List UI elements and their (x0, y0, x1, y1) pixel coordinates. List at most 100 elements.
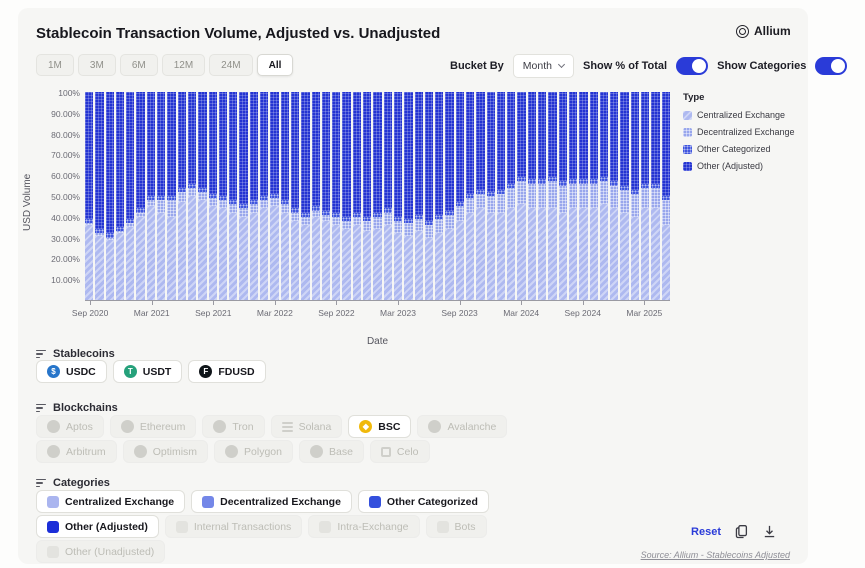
x-tick-mark (644, 301, 646, 305)
segment-other-adjusted (126, 92, 135, 219)
bar-jul-2024 (558, 92, 567, 300)
chip-avalanche[interactable]: Avalanche (417, 415, 508, 438)
segment-other-categorized (363, 216, 372, 221)
y-tick-label: 90.00% (51, 108, 80, 119)
segment-other-adjusted (167, 92, 176, 196)
chip-intra-exchange[interactable]: Intra-Exchange (308, 515, 420, 538)
segment-centralized-exchange (352, 225, 362, 300)
segment-other-categorized (465, 193, 475, 199)
segment-centralized-exchange (301, 225, 310, 300)
segment-other-categorized (455, 202, 464, 207)
footer-actions: Reset (691, 524, 777, 539)
x-tick-label: Mar 2024 (503, 308, 540, 318)
time-bucket-all[interactable]: All (256, 54, 294, 76)
y-tick-label: 40.00% (51, 212, 80, 223)
x-tick-mark (151, 301, 153, 305)
chip-optimism[interactable]: Optimism (122, 440, 209, 463)
segment-other-adjusted (352, 92, 362, 213)
segment-other-adjusted (229, 92, 238, 201)
segment-decentralized-exchange (589, 183, 598, 209)
chip-ethereum[interactable]: Ethereum (109, 415, 197, 438)
download-icon[interactable] (762, 524, 777, 539)
chart-legend: Type Centralized Exchange Decentralized E… (683, 92, 805, 178)
copy-icon[interactable] (734, 524, 749, 539)
show-percent-toggle[interactable] (676, 57, 709, 75)
chip-aptos[interactable]: Aptos (36, 415, 104, 438)
chip-arbitrum[interactable]: Arbitrum (36, 440, 117, 463)
chip-polygon[interactable]: Polygon (214, 440, 293, 463)
show-categories-toggle[interactable] (815, 57, 848, 75)
segment-other-adjusted (568, 92, 578, 180)
legend-item-centralized-exchange: Centralized Exchange (683, 110, 805, 120)
legend-swatch-centralized-exchange (683, 110, 692, 120)
segment-other-adjusted (630, 92, 640, 190)
bar-jun-2021 (177, 92, 186, 300)
chip-decentralized-exchange[interactable]: Decentralized Exchange (191, 490, 352, 513)
chip-tron[interactable]: Tron (202, 415, 265, 438)
show-percent-label: Show % of Total (582, 60, 668, 72)
segment-decentralized-exchange (218, 200, 228, 209)
y-tick-label: 100% (58, 88, 80, 98)
chip-bsc[interactable]: ◆ BSC (348, 415, 412, 438)
chip-label: Polygon (244, 445, 282, 458)
source-link[interactable]: Source: Allium - Stablecoins Adjusted (640, 550, 790, 560)
toggle-knob (692, 59, 707, 73)
bar-feb-2024 (507, 92, 516, 300)
segment-decentralized-exchange (641, 187, 650, 209)
segment-other-adjusted (187, 92, 197, 184)
avalanche-icon (428, 420, 442, 433)
x-tick-label: Mar 2023 (380, 308, 416, 318)
bucket-by-select[interactable]: Month (512, 54, 574, 78)
chip-label: Avalanche (447, 420, 497, 433)
segment-decentralized-exchange (105, 237, 114, 240)
chip-usdt[interactable]: T USDT (112, 360, 183, 383)
legend-swatch-decentralized-exchange (683, 127, 692, 137)
chip-other-unadjusted[interactable]: Other (Unadjusted) (36, 540, 166, 563)
segment-other-categorized (198, 187, 207, 192)
centralized-exchange-swatch (47, 495, 59, 508)
time-bucket-1m[interactable]: 1M (36, 54, 74, 76)
chip-internal-transactions[interactable]: Internal Transactions (164, 515, 303, 538)
x-tick-mark (213, 301, 215, 305)
bar-aug-2023 (445, 92, 454, 300)
chip-solana[interactable]: Solana (270, 415, 343, 438)
chip-celo[interactable]: Celo (369, 440, 430, 463)
segment-decentralized-exchange (321, 214, 331, 221)
chip-other-adjusted[interactable]: Other (Adjusted) (36, 515, 159, 538)
segment-other-adjusted (414, 92, 423, 215)
solana-icon (281, 421, 293, 432)
segment-centralized-exchange (126, 227, 135, 300)
time-bucket-24m[interactable]: 24M (209, 54, 253, 76)
chip-fdusd[interactable]: F FDUSD (188, 360, 266, 383)
bar-mar-2022 (270, 92, 279, 300)
segment-centralized-exchange (445, 229, 454, 300)
segment-decentralized-exchange (229, 204, 238, 213)
y-tick-label: 60.00% (51, 171, 80, 182)
chip-usdc[interactable]: $ USDC (36, 360, 107, 383)
chip-other-categorized[interactable]: Other Categorized (357, 490, 489, 513)
bar-mar-2021 (146, 92, 156, 300)
decentralized-exchange-swatch (202, 495, 215, 508)
segment-centralized-exchange (373, 229, 382, 300)
bar-feb-2021 (136, 92, 145, 300)
time-bucket-12m[interactable]: 12M (161, 54, 206, 76)
usdt-icon: T (123, 365, 137, 378)
x-tick-label: Mar 2022 (256, 308, 293, 318)
chip-label: Intra-Exchange (337, 520, 409, 533)
segment-other-categorized (177, 187, 186, 192)
segment-centralized-exchange (579, 208, 588, 300)
time-bucket-3m[interactable]: 3M (77, 54, 116, 76)
segment-other-adjusted (239, 92, 248, 205)
segment-decentralized-exchange (538, 183, 547, 209)
segment-other-categorized (167, 196, 176, 201)
chip-centralized-exchange[interactable]: Centralized Exchange (36, 490, 186, 513)
other-unadjusted-swatch (47, 545, 59, 558)
segment-other-categorized (85, 218, 94, 224)
chip-base[interactable]: Base (298, 440, 364, 463)
allium-logo-icon (736, 24, 749, 38)
time-bucket-6m[interactable]: 6M (119, 54, 158, 76)
bar-sep-2024 (579, 92, 588, 300)
chip-bots[interactable]: Bots (425, 515, 487, 538)
bar-nov-2022 (352, 92, 362, 300)
reset-button[interactable]: Reset (691, 525, 721, 538)
